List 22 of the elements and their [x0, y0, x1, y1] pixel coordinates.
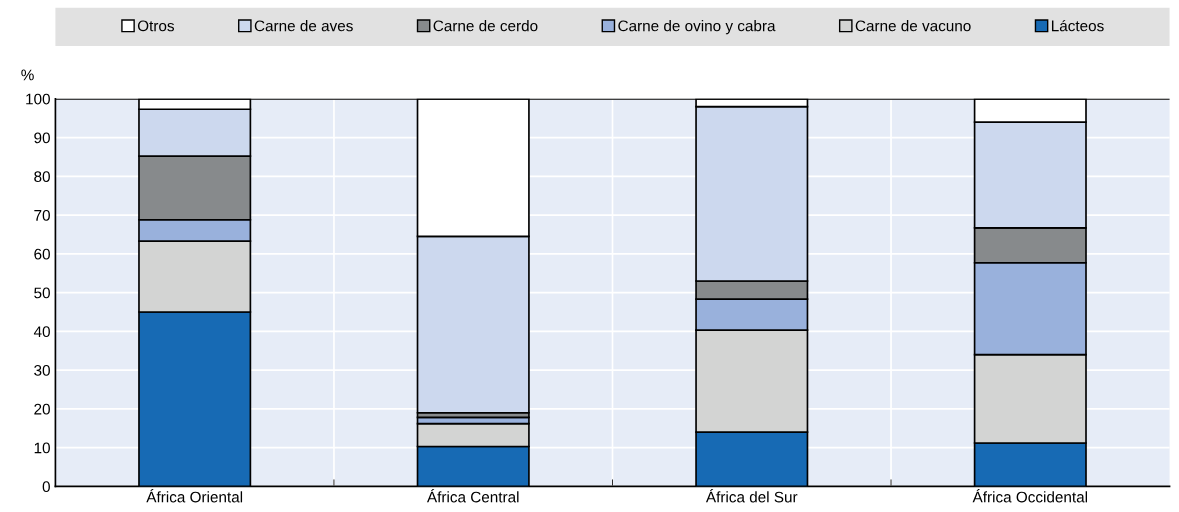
- y-tick-label: 70: [34, 209, 50, 221]
- x-tick-label: África Occidental: [972, 489, 1088, 503]
- y-tick-label: 20: [34, 403, 50, 415]
- x-tick-label: África del Sur: [705, 489, 798, 503]
- x-tick-label: África Oriental: [146, 489, 243, 503]
- y-tick-label: 60: [34, 248, 50, 260]
- y-tick-label: 10: [34, 442, 50, 454]
- y-tick-label: 80: [34, 171, 50, 183]
- legend-label: Otros: [137, 20, 174, 32]
- y-axis-title: %: [21, 69, 34, 81]
- legend-label: Carne de aves: [254, 20, 353, 32]
- y-tick-label: 50: [34, 287, 50, 299]
- y-tick-label: 90: [34, 132, 50, 144]
- legend-label: Carne de ovino y cabra: [618, 20, 776, 35]
- legend-label: Carne de cerdo: [433, 20, 538, 32]
- legend-label: Carne de vacuno: [855, 20, 971, 32]
- y-tick-label: 30: [34, 364, 50, 376]
- y-tick-label: 0: [42, 481, 50, 493]
- y-tick-label: 100: [26, 93, 50, 105]
- x-tick-label: África Central: [426, 489, 519, 503]
- legend-label: Lácteos: [1051, 19, 1104, 32]
- y-tick-label: 40: [33, 326, 50, 338]
